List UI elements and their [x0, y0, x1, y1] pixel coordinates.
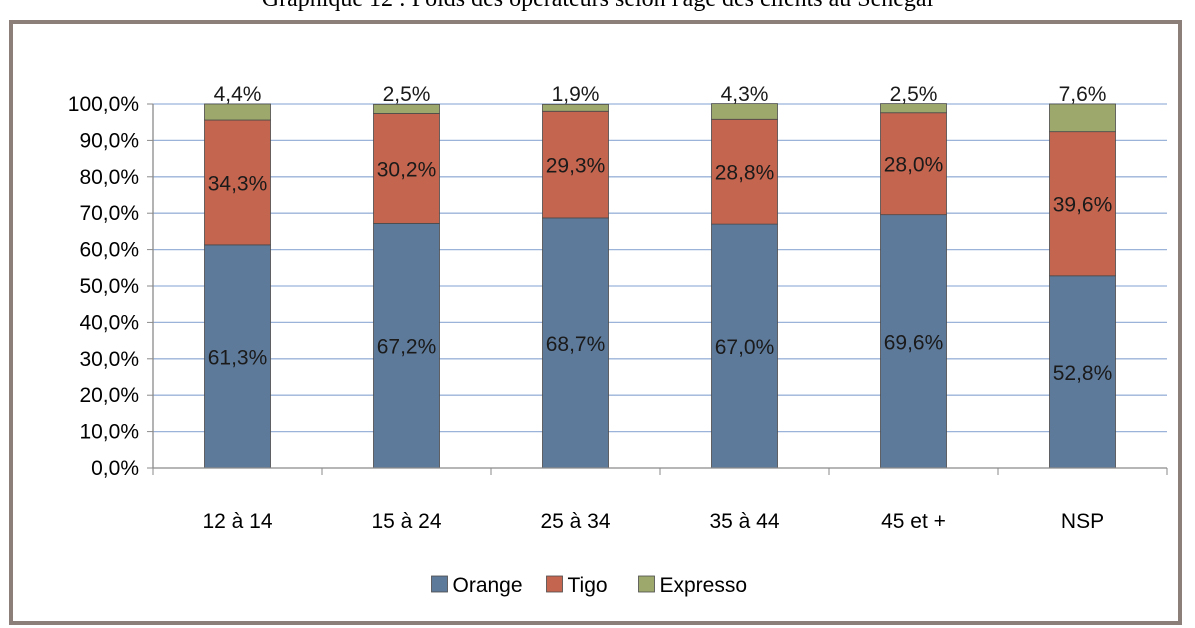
data-label: 52,8%	[1053, 362, 1113, 385]
bar-orange	[373, 222, 440, 469]
data-label: 7,6%	[1059, 83, 1107, 106]
x-tick-label: 12 à 14	[202, 510, 272, 533]
axes: 0,0% 10,0% 20,0% 30,0% 40,0% 50,0% 60,0% 70,0% 8…	[68, 93, 1168, 533]
data-label: 61,3%	[208, 346, 268, 369]
data-labels: 61,3% 34,3% 4,4% 67,2% 30,2% 2,5% 68,7% 29,3% 1,…	[208, 83, 1113, 385]
bar-expresso	[711, 103, 778, 120]
data-label: 39,6%	[1053, 194, 1113, 217]
legend-label: Expresso	[660, 574, 748, 597]
bars	[204, 103, 1116, 469]
data-label: 69,6%	[884, 331, 944, 354]
data-label: 67,0%	[715, 336, 775, 359]
data-label: 34,3%	[208, 172, 268, 195]
legend-label: Tigo	[568, 574, 608, 597]
y-tick-label: 80,0%	[79, 166, 139, 189]
legend-swatch	[638, 575, 655, 593]
legend: Orange Tigo Expresso	[431, 574, 748, 597]
bar-expresso	[880, 103, 947, 114]
y-tick-label: 30,0%	[79, 348, 139, 371]
bar-orange	[204, 244, 271, 469]
data-label: 4,4%	[214, 83, 262, 106]
y-tick-label: 60,0%	[79, 239, 139, 262]
data-label: 2,5%	[890, 83, 938, 106]
bar-tigo	[204, 119, 271, 246]
bar-orange	[542, 217, 609, 469]
data-label: 1,9%	[552, 83, 600, 106]
x-tick-label: 15 à 24	[371, 510, 441, 533]
bar-expresso	[1049, 103, 1116, 133]
y-tick-label: 70,0%	[79, 202, 139, 225]
data-label: 67,2%	[377, 336, 437, 359]
y-tick-label: 50,0%	[79, 275, 139, 298]
legend-swatch	[546, 575, 563, 593]
y-tick-label: 40,0%	[79, 311, 139, 334]
data-label: 29,3%	[546, 155, 606, 178]
y-tick-label: 20,0%	[79, 384, 139, 407]
data-label: 2,5%	[383, 83, 431, 106]
bar-tigo	[711, 118, 778, 225]
bar-expresso	[204, 103, 271, 121]
y-tick-label: 0,0%	[91, 457, 139, 480]
bar-expresso	[542, 103, 609, 112]
bar-orange	[711, 223, 778, 469]
x-tick-label: 25 à 34	[540, 510, 610, 533]
bar-expresso	[373, 103, 440, 114]
y-tick-label: 10,0%	[79, 421, 139, 444]
x-tick-label: 35 à 44	[709, 510, 779, 533]
gridlines	[153, 103, 1167, 433]
bar-tigo	[542, 110, 609, 219]
y-tick-label: 100,0%	[68, 93, 139, 116]
chart-caption: Graphique 12 : Poids des opérateurs selo…	[0, 0, 1195, 13]
data-label: 28,8%	[715, 162, 775, 185]
x-tick-label: NSP	[1061, 510, 1104, 533]
data-label: 28,0%	[884, 154, 944, 177]
bar-tigo	[1049, 131, 1116, 277]
data-label: 4,3%	[721, 83, 769, 106]
x-tick-label: 45 et +	[881, 510, 946, 533]
legend-label: Orange	[453, 574, 523, 597]
data-label: 68,7%	[546, 333, 606, 356]
legend-swatch	[431, 575, 448, 593]
y-tick-label: 90,0%	[79, 129, 139, 152]
bar-tigo	[373, 113, 440, 224]
data-label: 30,2%	[377, 158, 437, 181]
bar-orange	[880, 214, 947, 469]
